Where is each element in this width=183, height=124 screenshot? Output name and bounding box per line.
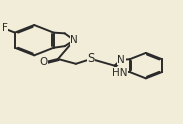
Text: N: N <box>117 55 125 65</box>
Text: O: O <box>39 57 47 67</box>
Text: F: F <box>2 23 8 33</box>
Text: HN: HN <box>112 68 127 78</box>
Text: S: S <box>87 52 95 65</box>
Text: N: N <box>70 35 78 45</box>
